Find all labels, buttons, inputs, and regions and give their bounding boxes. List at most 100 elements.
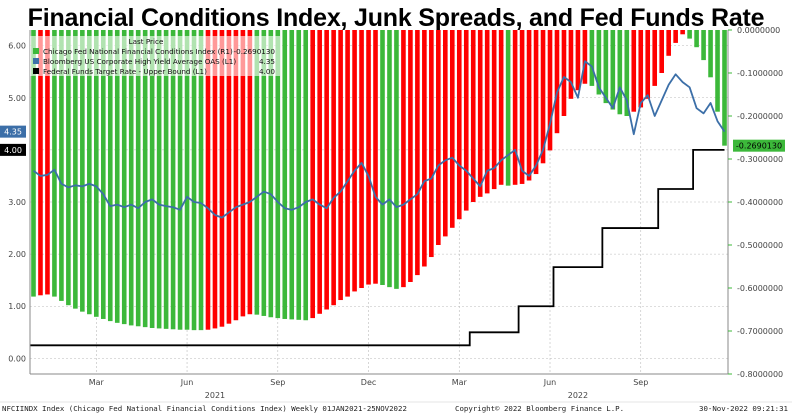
nfci-bar bbox=[449, 30, 455, 228]
nfci-bar bbox=[45, 30, 50, 295]
nfci-bar bbox=[645, 30, 651, 99]
nfci-bar bbox=[240, 30, 246, 317]
nfci-bar bbox=[261, 30, 267, 316]
nfci-bar bbox=[352, 30, 357, 292]
footer-copyright: Copyright© 2022 Bloomberg Finance L.P. bbox=[455, 404, 624, 413]
nfci-bar bbox=[366, 30, 371, 285]
right-badge-text: -0.2690130 bbox=[736, 142, 782, 151]
nfci-bar bbox=[219, 30, 225, 327]
nfci-bar bbox=[114, 30, 120, 323]
nfci-bar bbox=[303, 30, 309, 321]
nfci-bar bbox=[394, 30, 399, 289]
left-badge bbox=[0, 125, 26, 138]
nfci-bar bbox=[282, 30, 288, 319]
left-tick-label: 5.00 bbox=[8, 94, 26, 103]
nfci-bar bbox=[87, 30, 92, 315]
legend-label-nfci: Chicago Fed National Financial Condition… bbox=[43, 47, 233, 56]
hy-oas-line bbox=[32, 60, 726, 219]
nfci-bar bbox=[463, 30, 469, 211]
x-month-label: Sep bbox=[270, 378, 285, 387]
nfci-bar bbox=[708, 30, 713, 78]
left-badge-text: 4.35 bbox=[4, 128, 22, 137]
nfci-bar bbox=[498, 30, 504, 185]
left-tick-label: 6.00 bbox=[8, 42, 26, 51]
chart-title: Financial Conditions Index, Junk Spreads… bbox=[27, 4, 765, 32]
nfci-bar bbox=[156, 30, 162, 329]
right-tick-label: -0.7000000 bbox=[737, 327, 783, 336]
x-year-label: 2021 bbox=[205, 391, 225, 400]
x-month-label: Mar bbox=[89, 378, 105, 387]
nfci-bars bbox=[31, 30, 727, 331]
last-price-badges: 4.35 4.00 -0.2690130 bbox=[0, 125, 785, 156]
nfci-bar bbox=[491, 30, 497, 190]
nfci-bar bbox=[680, 30, 685, 35]
nfci-bar bbox=[107, 30, 113, 322]
nfci-bar bbox=[100, 30, 106, 319]
nfci-bar bbox=[715, 30, 720, 112]
left-tick-label: 2.00 bbox=[8, 250, 26, 259]
nfci-bar bbox=[505, 30, 511, 186]
x-month-label: Sep bbox=[633, 378, 648, 387]
nfci-bar bbox=[443, 30, 448, 237]
legend-box bbox=[30, 36, 280, 76]
left-badge bbox=[0, 143, 26, 156]
footer-timestamp: 30-Nov-2022 09:21:31 bbox=[699, 404, 788, 413]
nfci-bar bbox=[198, 30, 204, 331]
right-tick-label: -0.3000000 bbox=[737, 155, 783, 164]
nfci-bar bbox=[268, 30, 274, 318]
nfci-bar bbox=[415, 30, 420, 276]
left-tick-label: 1.00 bbox=[8, 302, 26, 311]
legend: Last Price Chicago Fed National Financia… bbox=[30, 36, 280, 76]
nfci-bar bbox=[163, 30, 169, 329]
right-tick-label: -0.2000000 bbox=[737, 112, 783, 121]
legend-swatch-hy bbox=[33, 58, 39, 64]
nfci-bar bbox=[254, 30, 260, 315]
nfci-bar bbox=[484, 30, 490, 194]
nfci-bar bbox=[331, 30, 336, 306]
right-tick-label: -0.6000000 bbox=[737, 284, 783, 293]
nfci-bar bbox=[73, 30, 78, 309]
nfci-bar bbox=[142, 30, 148, 328]
x-year-label: 2022 bbox=[568, 391, 588, 400]
nfci-bar bbox=[233, 30, 239, 321]
x-month-label: Jun bbox=[543, 378, 557, 387]
legend-label-fed: Federal Funds Target Rate - Upper Bound … bbox=[43, 67, 207, 76]
nfci-bar bbox=[456, 30, 462, 220]
nfci-bar bbox=[184, 30, 190, 330]
right-tick-label: 0.0000000 bbox=[737, 26, 780, 35]
nfci-bar bbox=[652, 30, 658, 86]
nfci-bar bbox=[135, 30, 141, 327]
nfci-bar bbox=[59, 30, 64, 301]
nfci-bar bbox=[436, 30, 441, 245]
nfci-bar bbox=[310, 30, 315, 319]
nfci-bar bbox=[275, 30, 281, 319]
nfci-bar bbox=[561, 30, 567, 116]
nfci-bar bbox=[177, 30, 183, 330]
nfci-bar bbox=[701, 30, 706, 61]
nfci-bar bbox=[212, 30, 218, 329]
right-tick-label: -0.1000000 bbox=[737, 69, 783, 78]
nfci-bar bbox=[401, 30, 406, 288]
nfci-bar bbox=[324, 30, 329, 310]
nfci-bar bbox=[80, 30, 85, 312]
legend-swatch-fed bbox=[33, 68, 39, 74]
legend-value-fed: 4.00 bbox=[259, 67, 275, 76]
nfci-bar bbox=[31, 30, 36, 297]
nfci-bar bbox=[247, 30, 253, 315]
right-axis-ticks: 0.0000000 -0.1000000 -0.2000000 -0.3000000 -… bbox=[728, 26, 783, 379]
nfci-bar bbox=[191, 30, 197, 331]
left-axis-ticks: 0.001.002.003.004.005.006.00 bbox=[8, 42, 26, 364]
nfci-bar bbox=[519, 30, 525, 184]
legend-header: Last Price bbox=[129, 37, 164, 46]
nfci-bar bbox=[226, 30, 232, 324]
nfci-bar bbox=[533, 30, 539, 175]
x-month-label: Mar bbox=[452, 378, 468, 387]
x-month-label: Jun bbox=[180, 378, 194, 387]
footer-source: NFCIINDX Index (Chicago Fed National Fin… bbox=[2, 404, 407, 413]
right-tick-label: -0.8000000 bbox=[737, 370, 783, 379]
nfci-bar bbox=[687, 30, 692, 39]
legend-value-nfci: -0.2690130 bbox=[234, 47, 276, 56]
nfci-bar bbox=[128, 30, 134, 326]
nfci-bar bbox=[526, 30, 532, 181]
